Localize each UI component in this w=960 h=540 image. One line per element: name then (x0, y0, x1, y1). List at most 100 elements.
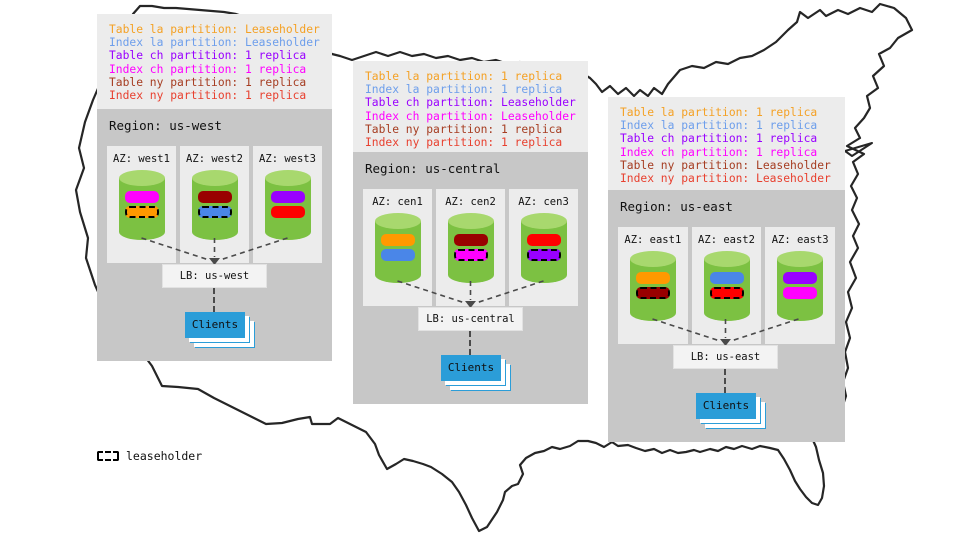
partition-replica-bar (453, 249, 488, 261)
partition-replica-bar (635, 272, 670, 284)
partition-replica-bar (270, 206, 305, 218)
replica-bars (270, 191, 305, 221)
database-node-cylinder (777, 251, 824, 321)
az-label: AZ: cen1 (372, 196, 423, 208)
leaseholder-dashed-swatch-icon (97, 451, 119, 461)
az-label: AZ: west2 (186, 153, 243, 165)
az-label: AZ: east1 (624, 234, 682, 246)
arrow-down-icon (720, 339, 731, 346)
load-balancer-box: LB: us-central (418, 307, 523, 331)
load-balancer-box: LB: us-east (673, 345, 778, 369)
node-to-lb-connectors (397, 280, 544, 308)
partition-replica-bar (709, 272, 744, 284)
partition-info-line: Index la partition: Leaseholder (109, 36, 320, 50)
partition-info-line: Index ch partition: 1 replica (109, 62, 307, 76)
az-label: AZ: west1 (113, 153, 170, 165)
az-row: AZ: cen1 AZ: cen2 AZ: cen3 (363, 189, 578, 306)
az-box-west3: AZ: west3 (253, 146, 322, 263)
partition-info-line: Index ch partition: Leaseholder (365, 109, 576, 123)
database-node-cylinder (264, 170, 311, 240)
region-box-us-east: Region: us-east AZ: east1 AZ: east2 AZ: … (608, 190, 845, 442)
az-label: AZ: west3 (259, 153, 316, 165)
clients-box: Clients (441, 355, 501, 381)
arrow-down-icon (209, 258, 220, 265)
partition-info-line: Table ch partition: 1 replica (620, 132, 818, 146)
replica-bars (453, 234, 488, 264)
replica-bars (380, 234, 415, 264)
partition-replica-bar (270, 191, 305, 203)
az-label: AZ: east2 (698, 234, 755, 246)
az-label: AZ: cen3 (518, 196, 569, 208)
arrow-down-icon (465, 301, 476, 308)
az-box-cen1: AZ: cen1 (363, 189, 432, 306)
lb-to-clients-connector (724, 369, 726, 393)
replica-bars (709, 272, 744, 302)
az-row: AZ: west1 AZ: west2 AZ: west3 (107, 146, 322, 263)
replica-bars (197, 191, 232, 221)
region-title: Region: us-central (365, 161, 501, 176)
legend-label: leaseholder (126, 449, 203, 463)
lb-to-clients-connector (469, 331, 471, 355)
partition-info-line: Table la partition: 1 replica (365, 70, 563, 83)
partition-info-line: Table la partition: Leaseholder (109, 23, 320, 36)
partition-info-us-east: Table la partition: 1 replica Index la p… (608, 97, 845, 190)
partition-info-line: Index ny partition: Leaseholder (620, 172, 831, 186)
partition-replica-bar (453, 234, 488, 246)
partition-info-line: Index ch partition: 1 replica (620, 145, 818, 159)
partition-info-line: Table la partition: 1 replica (620, 106, 818, 119)
database-node-cylinder (118, 170, 165, 240)
az-box-west1: AZ: west1 (107, 146, 176, 263)
partition-info-line: Table ny partition: Leaseholder (620, 158, 831, 172)
az-box-west2: AZ: west2 (180, 146, 249, 263)
partition-info-line: Table ny partition: 1 replica (365, 122, 563, 136)
node-to-lb-connectors (652, 318, 799, 346)
partition-replica-bar (635, 287, 670, 299)
lb-to-clients-connector (213, 288, 215, 312)
partition-info-us-west: Table la partition: Leaseholder Index la… (97, 14, 332, 109)
node-to-lb-connectors (141, 237, 288, 265)
partition-replica-bar (526, 234, 561, 246)
replica-bars (635, 272, 670, 302)
clients-box: Clients (185, 312, 245, 338)
partition-replica-bar (197, 191, 232, 203)
partition-replica-bar (380, 234, 415, 246)
partition-info-line: Table ch partition: 1 replica (109, 49, 307, 63)
partition-info-line: Index la partition: 1 replica (620, 119, 818, 133)
az-label: AZ: east3 (771, 234, 829, 246)
replica-bars (124, 191, 159, 221)
replica-bars (526, 234, 561, 264)
database-node-cylinder (374, 213, 421, 283)
partition-replica-bar (380, 249, 415, 261)
az-box-cen3: AZ: cen3 (509, 189, 578, 306)
az-box-east2: AZ: east2 (691, 227, 762, 344)
region-title: Region: us-east (620, 199, 733, 214)
region-box-us-west: Region: us-west AZ: west1 AZ: west2 AZ: … (97, 109, 332, 361)
partition-info-line: Index ny partition: 1 replica (109, 89, 307, 103)
partition-replica-bar (783, 272, 818, 284)
az-box-cen2: AZ: cen2 (436, 189, 505, 306)
az-row: AZ: east1 AZ: east2 AZ: east3 (618, 227, 836, 344)
partition-replica-bar (709, 287, 744, 299)
az-box-east3: AZ: east3 (765, 227, 836, 344)
az-label: AZ: cen2 (445, 196, 496, 208)
partition-replica-bar (124, 206, 159, 218)
database-node-cylinder (447, 213, 494, 283)
az-box-east1: AZ: east1 (618, 227, 688, 344)
load-balancer-box: LB: us-west (162, 264, 267, 288)
database-node-cylinder (629, 251, 676, 321)
database-node-cylinder (520, 213, 567, 283)
partition-info-line: Index ny partition: 1 replica (365, 136, 563, 150)
partition-info-us-central: Table la partition: 1 replica Index la p… (353, 61, 588, 152)
database-node-cylinder (703, 251, 750, 321)
partition-replica-bar (197, 206, 232, 218)
region-title: Region: us-west (109, 118, 222, 133)
partition-info-line: Table ch partition: Leaseholder (365, 96, 576, 110)
clients-box: Clients (696, 393, 756, 419)
partition-replica-bar (124, 191, 159, 203)
replica-bars (783, 272, 818, 302)
database-node-cylinder (191, 170, 238, 240)
partition-info-line: Index la partition: 1 replica (365, 83, 563, 97)
legend: leaseholder (97, 449, 202, 463)
partition-info-line: Table ny partition: 1 replica (109, 75, 307, 89)
